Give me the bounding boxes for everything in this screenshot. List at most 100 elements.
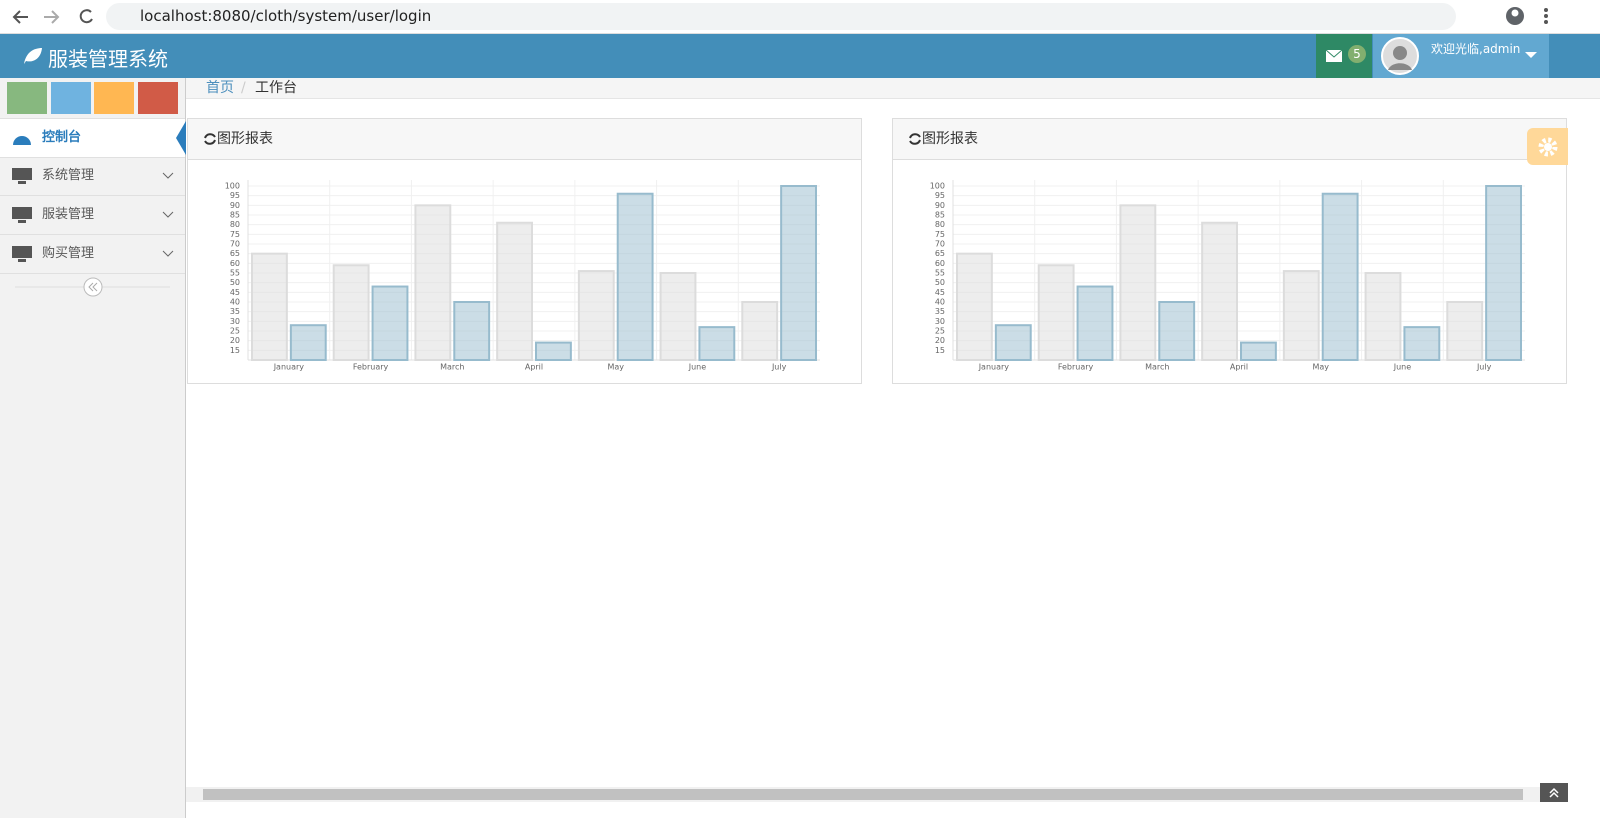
y-tick-label: 70 [230,240,240,249]
bar [1282,270,1320,361]
bar [496,221,533,361]
bar [1201,221,1238,361]
gear-icon [1538,137,1558,157]
bar [1485,185,1523,361]
x-tick-label: May [607,363,624,372]
y-tick-label: 80 [230,220,240,229]
y-tick-label: 20 [935,336,945,345]
back-to-top[interactable] [1540,783,1568,802]
collapse-toggle[interactable] [0,276,185,300]
y-tick-label: 60 [230,259,240,268]
browser-bar: localhost:8080/cloth/system/user/login [0,0,1600,34]
url-text: localhost:8080/cloth/system/user/login [140,7,432,25]
bar [1403,326,1441,361]
greeting: 欢迎光临,admin [1431,42,1521,56]
shortcut-button[interactable] [7,82,47,114]
y-tick-label: 40 [935,298,945,307]
menu-icon [12,207,32,223]
menu-icon [13,136,31,145]
menu-item[interactable]: 控制台 [0,118,186,158]
shortcut-button[interactable] [51,82,91,114]
bar [577,270,615,361]
y-tick-label: 80 [935,220,945,229]
menu-label: 控制台 [42,130,82,145]
shortcut-button[interactable] [138,82,178,114]
menu-label: 系统管理 [42,168,95,183]
bar [741,301,779,361]
y-tick-label: 55 [230,269,240,278]
bar [453,301,491,361]
y-tick-label: 30 [935,317,945,326]
app-title: 服装管理系统 [48,47,168,71]
chevron [162,172,174,179]
settings-button[interactable] [1527,128,1568,165]
bar [1364,272,1402,361]
x-tick-label: July [771,363,787,372]
y-tick-label: 85 [935,211,945,220]
widget-title: 图形报表 [922,131,978,147]
bar [780,185,818,361]
mail-button[interactable]: 5 [1316,34,1372,78]
bar [251,252,288,361]
y-tick-label: 70 [935,240,945,249]
x-tick-label: May [1312,363,1329,372]
menu-label: 服装管理 [42,207,95,222]
user-menu[interactable]: 欢迎光临,admin [1373,34,1549,78]
y-tick-label: 60 [935,259,945,268]
x-tick-label: January [978,363,1010,372]
bar [1240,341,1277,362]
x-tick-label: March [1145,363,1169,372]
y-tick-label: 40 [230,298,240,307]
bar [1321,192,1359,361]
y-tick-label: 90 [935,201,945,210]
y-tick-label: 75 [230,230,240,239]
y-tick-label: 35 [935,307,945,316]
address-bar[interactable]: localhost:8080/cloth/system/user/login [106,3,1456,30]
x-tick-label: March [440,363,464,372]
sidebar: 控制台 系统管理 服装管理 购买管理 [0,78,186,818]
bar [535,341,572,362]
x-tick-label: April [1230,363,1248,372]
avatar [1381,37,1419,75]
x-tick-label: April [525,363,543,372]
y-tick-label: 100 [930,182,945,191]
bar [616,192,654,361]
y-tick-label: 35 [230,307,240,316]
widget-title: 图形报表 [217,131,273,147]
y-tick-label: 90 [230,201,240,210]
up-icon [1549,787,1559,798]
bar [332,264,370,361]
y-tick-label: 15 [935,346,945,355]
breadcrumb-link[interactable]: 首页 [206,80,234,96]
y-tick-label: 50 [230,278,240,287]
refresh-icon[interactable] [908,132,922,146]
nav-icons [12,9,93,24]
x-tick-label: July [1476,363,1492,372]
bar [371,285,409,361]
y-tick-label: 30 [230,317,240,326]
active-arrow [176,121,186,155]
bar [1076,285,1114,361]
bar [1037,264,1075,361]
scroll-thumb[interactable] [203,789,1523,800]
caret [1525,52,1537,58]
refresh-icon[interactable] [203,132,217,146]
chevron [162,250,174,257]
bar [414,204,452,362]
shortcut-button[interactable] [94,82,134,114]
menu-item[interactable]: 服装管理 [0,196,185,235]
bar [1119,204,1157,362]
menu-icon [12,168,32,184]
scrollbar[interactable] [186,787,1540,802]
x-tick-label: January [273,363,305,372]
y-tick-label: 15 [230,346,240,355]
y-tick-label: 25 [230,327,240,336]
breadcrumb-sep: / [241,80,246,96]
x-tick-label: June [688,363,707,372]
menu-item[interactable]: 购买管理 [0,235,185,274]
menu-item[interactable]: 系统管理 [0,157,185,196]
mail-icon [1326,50,1342,62]
y-tick-label: 65 [230,249,240,258]
